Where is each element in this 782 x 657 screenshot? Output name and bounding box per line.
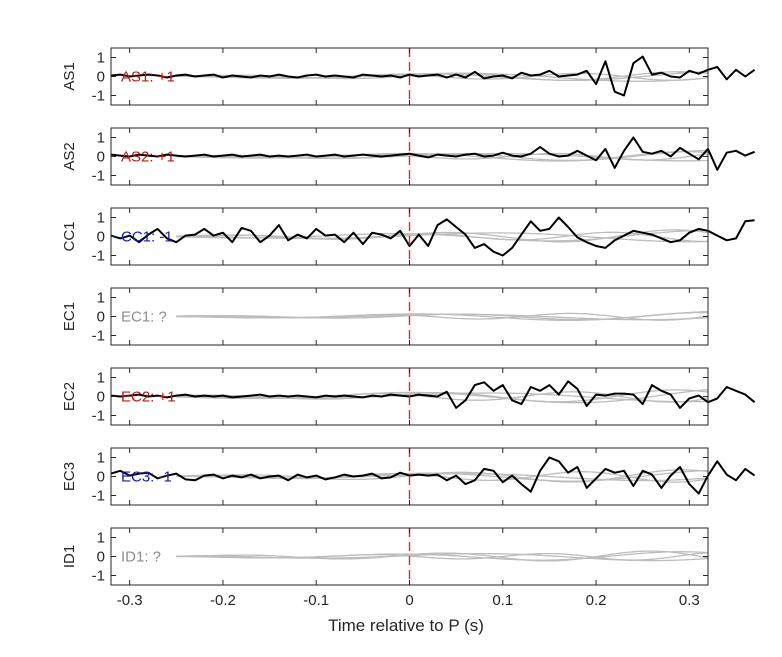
waveform-as2 xyxy=(110,136,755,171)
ytick-label-as2: -1 xyxy=(92,168,105,185)
ytick-label-as2: 0 xyxy=(97,149,105,166)
station-label-as2: AS2 xyxy=(61,142,78,170)
ytick-label-ec2: 0 xyxy=(97,389,105,406)
xtick-label: 0 xyxy=(405,592,413,609)
xtick-label: 0.3 xyxy=(679,592,700,609)
polarity-annotation-cc1: CC1: -1 xyxy=(121,229,173,246)
ytick-label-as2: 1 xyxy=(97,130,105,147)
xtick-label: -0.2 xyxy=(210,592,236,609)
ytick-label-cc1: 1 xyxy=(97,210,105,227)
xtick-label: -0.3 xyxy=(117,592,143,609)
xtick-label: 0.2 xyxy=(586,592,607,609)
station-label-id1: ID1 xyxy=(61,545,78,568)
ytick-label-ec1: -1 xyxy=(92,328,105,345)
ytick-label-as1: 0 xyxy=(97,69,105,86)
ytick-label-id1: -1 xyxy=(92,568,105,585)
ytick-label-ec3: 0 xyxy=(97,469,105,486)
ytick-label-id1: 0 xyxy=(97,549,105,566)
xtick-label: -0.1 xyxy=(303,592,329,609)
station-label-ec2: EC2 xyxy=(61,382,78,411)
waveform-ec2 xyxy=(110,380,756,409)
ytick-label-cc1: 0 xyxy=(97,229,105,246)
polarity-annotation-id1: ID1: ? xyxy=(121,549,161,566)
x-axis-label: Time relative to P (s) xyxy=(328,616,484,635)
ytick-label-ec3: -1 xyxy=(92,488,105,505)
ytick-label-ec2: -1 xyxy=(92,408,105,425)
ytick-label-ec1: 1 xyxy=(97,290,105,307)
polarity-annotation-ec3: EC3: -1 xyxy=(121,469,172,486)
polarity-annotation-ec1: EC1: ? xyxy=(121,309,167,326)
ytick-label-ec2: 1 xyxy=(97,370,105,387)
xtick-label: 0.1 xyxy=(492,592,513,609)
gray-trace-id1-4 xyxy=(176,552,709,562)
ytick-label-id1: 1 xyxy=(97,530,105,547)
ytick-label-as1: -1 xyxy=(92,88,105,105)
station-label-ec1: EC1 xyxy=(61,302,78,331)
gray-trace-as1-4 xyxy=(176,72,709,82)
polarity-annotation-ec2: EC2: +1 xyxy=(121,389,176,406)
polarity-annotation-as2: AS2: +1 xyxy=(121,149,175,166)
ytick-label-cc1: -1 xyxy=(92,248,105,265)
gray-trace-id1-1 xyxy=(176,550,709,562)
ytick-label-ec3: 1 xyxy=(97,450,105,467)
waveform-ec3 xyxy=(110,456,756,495)
gray-trace-ec1-4 xyxy=(176,313,709,321)
ytick-label-ec1: 0 xyxy=(97,309,105,326)
polarity-annotation-as1: AS1: +1 xyxy=(121,69,175,86)
waveform-as1 xyxy=(110,55,756,97)
station-label-ec3: EC3 xyxy=(61,462,78,491)
waveform-cc1 xyxy=(110,216,755,257)
station-label-cc1: CC1 xyxy=(61,221,78,251)
station-label-as1: AS1 xyxy=(61,62,78,90)
ytick-label-as1: 1 xyxy=(97,50,105,67)
